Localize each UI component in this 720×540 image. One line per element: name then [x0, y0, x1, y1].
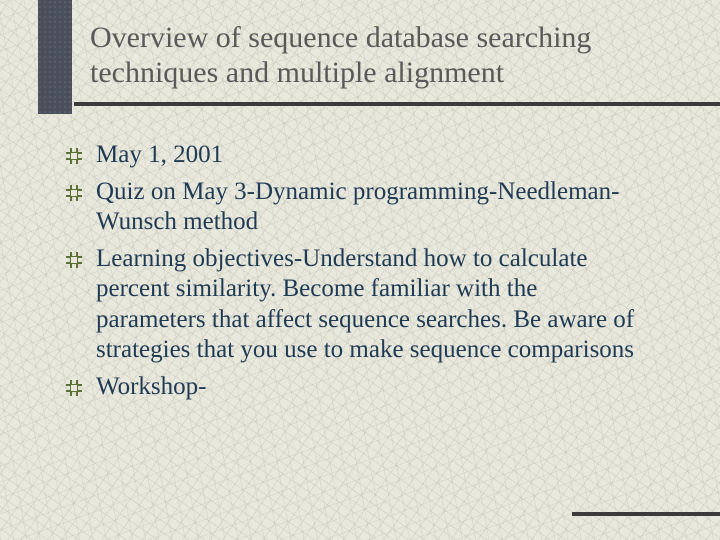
list-item-text: Quiz on May 3-Dynamic programming-Needle… [96, 177, 646, 238]
footer-rule [572, 512, 720, 516]
list-item-text: Workshop- [96, 372, 206, 403]
slide-title: Overview of sequence database searching … [90, 20, 650, 91]
list-item: May 1, 2001 [66, 140, 646, 171]
hash-bullet-icon [66, 148, 82, 164]
accent-bar [38, 0, 72, 114]
list-item: Quiz on May 3-Dynamic programming-Needle… [66, 177, 646, 238]
body-content: May 1, 2001 Quiz on May 3-Dynamic progra… [66, 140, 646, 408]
hash-bullet-icon [66, 252, 82, 268]
list-item-text: May 1, 2001 [96, 140, 223, 171]
title-underline [74, 102, 720, 106]
list-item: Learning objectives-Understand how to ca… [66, 244, 646, 366]
slide: Overview of sequence database searching … [0, 0, 720, 540]
list-item: Workshop- [66, 372, 646, 403]
list-item-text: Learning objectives-Understand how to ca… [96, 244, 646, 366]
hash-bullet-icon [66, 185, 82, 201]
hash-bullet-icon [66, 380, 82, 396]
